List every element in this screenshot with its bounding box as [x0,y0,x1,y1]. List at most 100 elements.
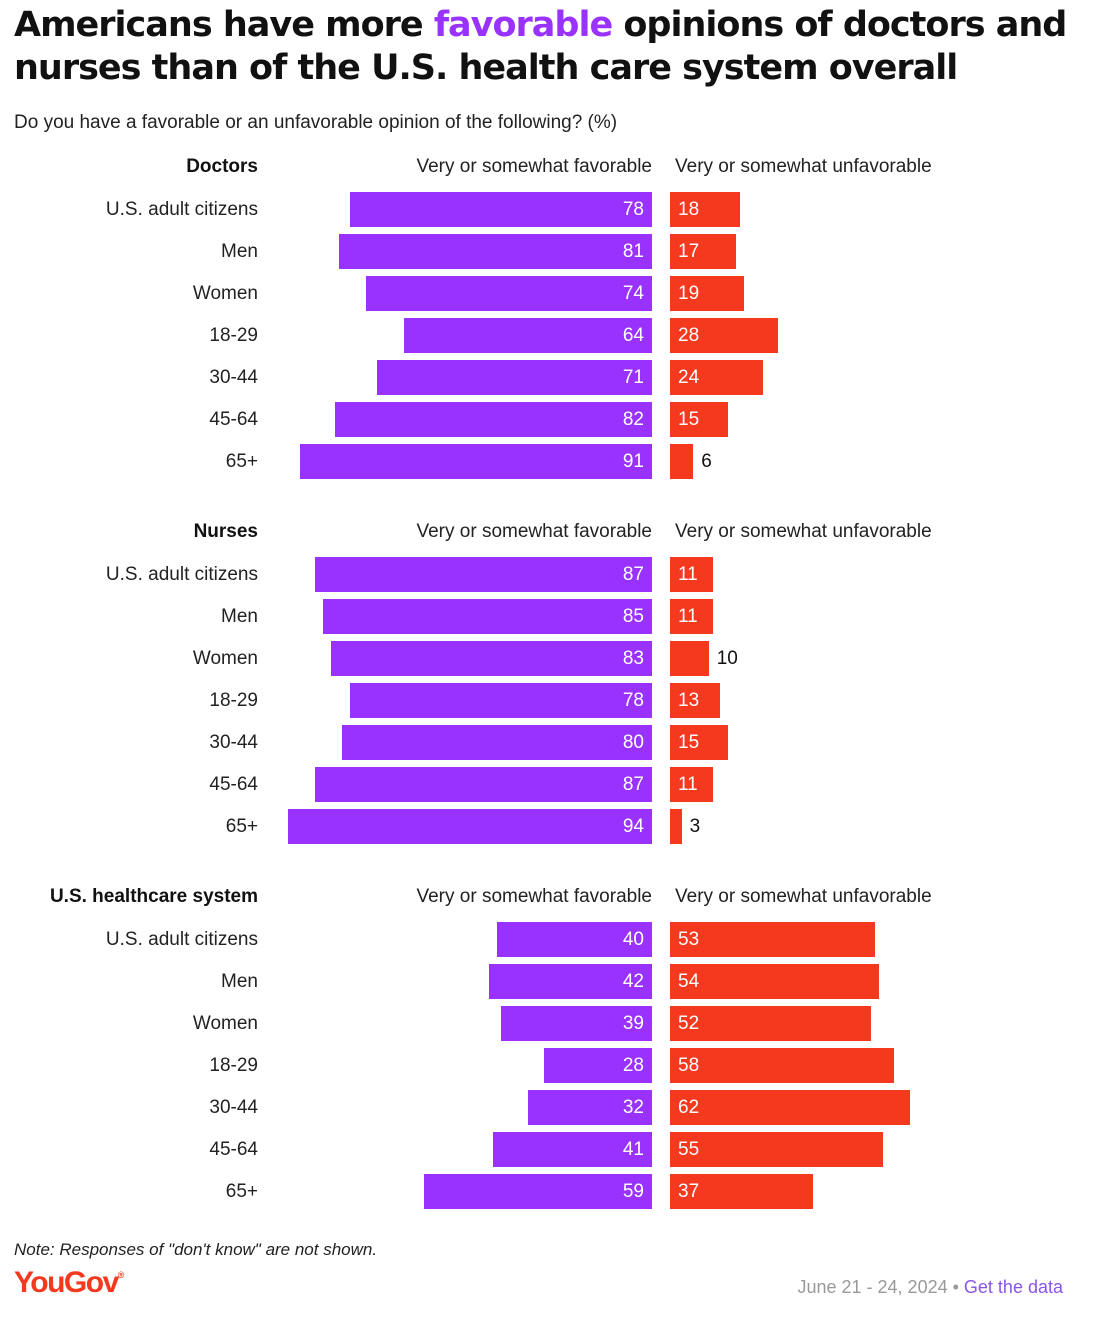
favorable-value-label: 28 [622,1055,644,1076]
title-part-1: Americans have more [14,5,434,45]
logo-registered-mark: ® [117,1270,125,1280]
row-label: Women [192,1013,258,1034]
chart-row: 30-44 71 24 [0,360,1100,395]
unfavorable-value-label: 3 [689,816,701,837]
unfavorable-value-label: 54 [678,971,700,992]
favorable-value-label: 87 [622,774,644,795]
favorable-bar [315,767,652,802]
row-label: Men [221,606,258,627]
chart-panel: U.S. healthcare system Very or somewhat f… [0,886,1100,1216]
chart-row: 65+ 59 37 [0,1174,1100,1209]
unfavorable-bar [670,444,694,479]
unfavorable-bar [670,557,713,592]
unfavorable-value-label: 6 [701,451,712,472]
favorable-bar [350,192,652,227]
chart-row: 45-64 87 11 [0,767,1100,802]
row-label: 65+ [225,1181,258,1202]
unfavorable-bar [670,641,709,676]
unfavorable-value-label: 37 [678,1181,700,1202]
chart-panel: Doctors Very or somewhat favorable Very or… [0,156,1100,486]
unfavorable-bar [670,964,879,999]
chart-row: 18-29 28 58 [0,1048,1100,1083]
chart-subtitle: Do you have a favorable or an unfavorabl… [14,112,618,133]
logo-text: YouGov [14,1266,119,1299]
unfavorable-bar [670,599,713,634]
favorable-column-header: Very or somewhat favorable [416,156,652,177]
chart-row: Men 81 17 [0,234,1100,269]
favorable-bar [497,922,652,957]
row-label: 18-29 [209,1055,258,1076]
unfavorable-bar [670,360,763,395]
row-label: Men [221,971,258,992]
favorable-column-header: Very or somewhat favorable [416,521,652,542]
unfavorable-bar [670,1006,872,1041]
panel-title: Doctors [186,156,258,177]
unfavorable-value-label: 19 [678,283,700,304]
unfavorable-column-header: Very or somewhat unfavorable [675,521,932,542]
favorable-value-label: 71 [622,367,644,388]
favorable-bar [404,318,652,353]
favorable-value-label: 87 [622,564,644,585]
favorable-bar [501,1006,652,1041]
unfavorable-value-label: 58 [678,1055,700,1076]
favorable-value-label: 82 [622,409,644,430]
unfavorable-bar [670,1090,910,1125]
chart-row: U.S. adult citizens 78 18 [0,192,1100,227]
chart-row: U.S. adult citizens 87 11 [0,557,1100,592]
unfavorable-value-label: 62 [678,1097,700,1118]
unfavorable-bar [670,809,682,844]
panel-title: U.S. healthcare system [49,886,258,907]
unfavorable-bar [670,922,876,957]
favorable-value-label: 40 [622,929,644,950]
favorable-value-label: 85 [622,606,644,627]
row-label: 30-44 [209,367,258,388]
unfavorable-bar [670,1048,895,1083]
unfavorable-value-label: 17 [678,241,700,262]
chart-row: 65+ 91 6 [0,444,1100,479]
row-label: 65+ [225,451,258,472]
favorable-bar [323,599,652,634]
unfavorable-value-label: 11 [678,606,698,627]
chart-row: Women 39 52 [0,1006,1100,1041]
survey-date: June 21 - 24, 2024 [797,1277,948,1297]
row-label: 18-29 [209,325,258,346]
chart-row: Women 74 19 [0,276,1100,311]
unfavorable-value-label: 10 [716,648,738,669]
favorable-value-label: 39 [622,1013,644,1034]
favorable-value-label: 78 [622,199,644,220]
unfavorable-value-label: 55 [678,1139,700,1160]
unfavorable-column-header: Very or somewhat unfavorable [675,156,932,177]
row-label: 30-44 [209,1097,258,1118]
favorable-bar [334,402,652,437]
favorable-value-label: 81 [622,241,644,262]
favorable-bar [423,1174,652,1209]
favorable-bar [315,557,652,592]
footer-meta: June 21 - 24, 2024 • Get the data [797,1277,1063,1298]
chart-row: Women 83 10 [0,641,1100,676]
unfavorable-bar [670,725,729,760]
favorable-value-label: 59 [622,1181,644,1202]
row-label: Women [192,648,258,669]
row-label: 45-64 [209,774,258,795]
favorable-column-header: Very or somewhat favorable [416,886,652,907]
unfavorable-value-label: 24 [678,367,700,388]
favorable-bar [342,725,652,760]
row-label: Women [192,283,258,304]
favorable-bar [350,683,652,718]
unfavorable-value-label: 11 [678,564,698,585]
unfavorable-value-label: 15 [678,409,700,430]
title-highlight: favorable [433,5,613,45]
unfavorable-value-label: 52 [678,1013,700,1034]
favorable-bar [489,964,652,999]
unfavorable-bar [670,1174,814,1209]
chart-row: 65+ 94 3 [0,809,1100,844]
chart-row: 45-64 41 55 [0,1132,1100,1167]
row-label: Men [221,241,258,262]
chart-row: 30-44 80 15 [0,725,1100,760]
favorable-value-label: 41 [622,1139,644,1160]
unfavorable-column-header: Very or somewhat unfavorable [675,886,932,907]
unfavorable-bar [670,192,740,227]
chart-panel: Nurses Very or somewhat favorable Very or … [0,521,1100,851]
favorable-bar [338,234,652,269]
get-the-data-link[interactable]: Get the data [963,1277,1063,1297]
